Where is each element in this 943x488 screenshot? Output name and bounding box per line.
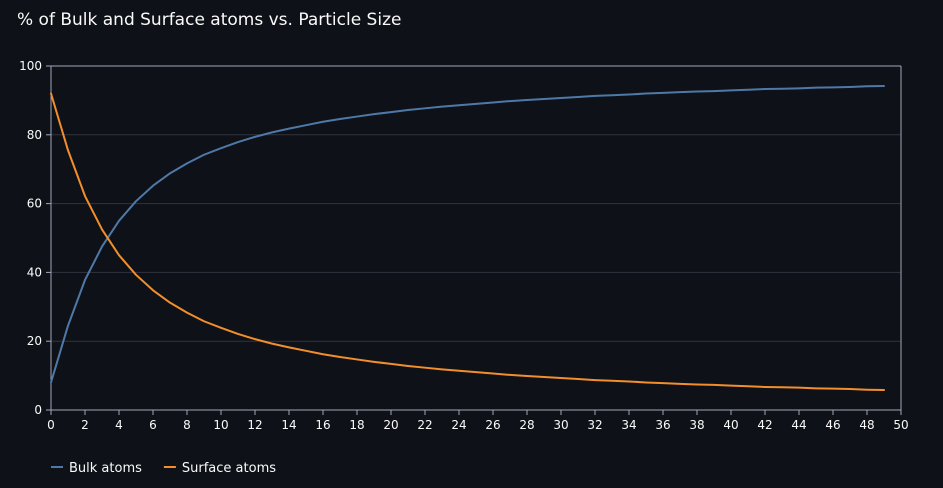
x-tick-label: 8 xyxy=(183,418,191,432)
y-tick-label: 0 xyxy=(34,403,42,417)
x-tick-label: 24 xyxy=(451,418,466,432)
x-tick-label: 12 xyxy=(247,418,262,432)
x-tick-label: 40 xyxy=(723,418,738,432)
x-tick-label: 0 xyxy=(47,418,55,432)
x-tick-label: 26 xyxy=(485,418,500,432)
x-tick-label: 2 xyxy=(81,418,89,432)
y-tick-label: 60 xyxy=(27,197,42,211)
x-tick-label: 16 xyxy=(315,418,330,432)
x-tick-label: 36 xyxy=(655,418,670,432)
x-tick-label: 44 xyxy=(791,418,806,432)
x-tick-label: 50 xyxy=(893,418,908,432)
x-tick-label: 20 xyxy=(383,418,398,432)
x-tick-label: 28 xyxy=(519,418,534,432)
y-tick-label: 20 xyxy=(27,334,42,348)
chart-title: % of Bulk and Surface atoms vs. Particle… xyxy=(17,10,402,30)
x-tick-label: 42 xyxy=(757,418,772,432)
series-line-bulk-atoms xyxy=(50,84,885,384)
legend-label: Surface atoms xyxy=(182,461,276,476)
series-lines xyxy=(50,84,885,392)
series-line-surface-atoms xyxy=(50,92,885,392)
x-tick-label: 34 xyxy=(621,418,636,432)
x-tick-label: 32 xyxy=(587,418,602,432)
x-tick-label: 14 xyxy=(281,418,296,432)
grid xyxy=(51,65,901,342)
legend: Bulk atoms Surface atoms xyxy=(51,461,276,476)
x-tick-label: 4 xyxy=(115,418,123,432)
x-tick-label: 22 xyxy=(417,418,432,432)
x-tick-label: 6 xyxy=(149,418,157,432)
legend-label: Bulk atoms xyxy=(69,461,142,476)
x-tick-label: 48 xyxy=(859,418,874,432)
y-tick-label: 100 xyxy=(19,59,42,73)
x-tick-label: 30 xyxy=(553,418,568,432)
x-tick-label: 10 xyxy=(213,418,228,432)
y-tick-label: 80 xyxy=(27,128,42,142)
x-tick-label: 46 xyxy=(825,418,840,432)
x-tick-label: 38 xyxy=(689,418,704,432)
x-tick-label: 18 xyxy=(349,418,364,432)
y-tick-label: 40 xyxy=(27,265,42,279)
